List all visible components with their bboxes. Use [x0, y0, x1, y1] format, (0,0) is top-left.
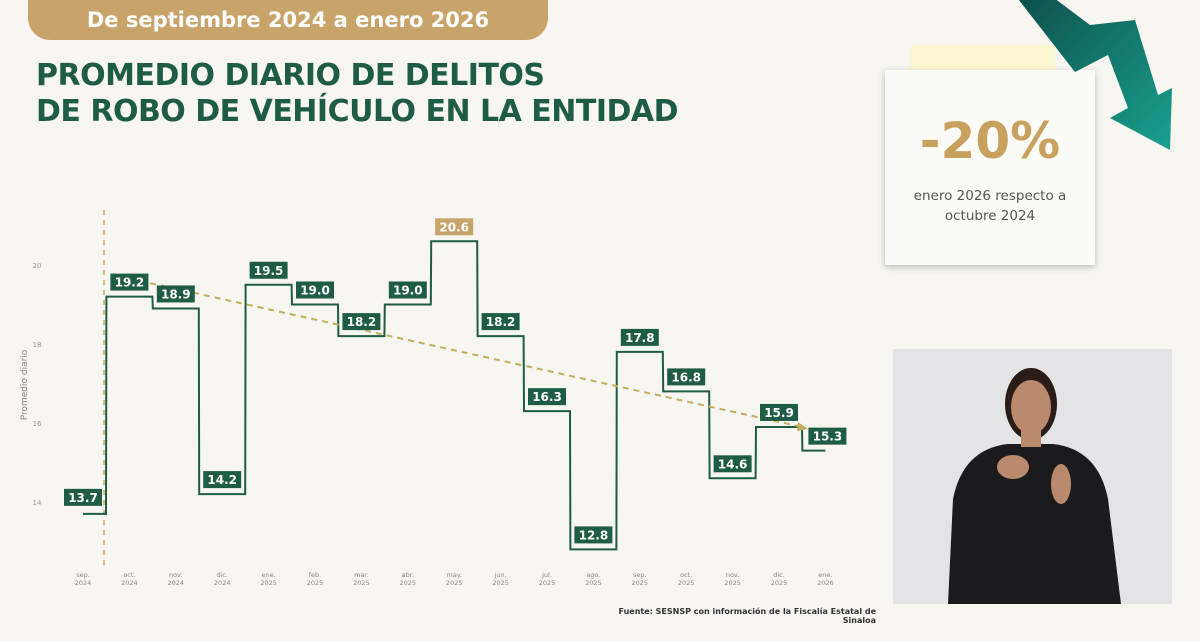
x-tick-month: nov.	[726, 571, 740, 579]
x-tick-month: may.	[447, 571, 462, 579]
x-tick-year: 2025	[678, 579, 695, 587]
x-tick-year: 2025	[632, 579, 649, 587]
callout-text-line-2: octubre 2024	[944, 208, 1036, 224]
sign-language-interpreter-video	[893, 349, 1172, 604]
x-tick-month: nov.	[169, 571, 183, 579]
x-tick-year: 2025	[724, 579, 741, 587]
data-label: 14.2	[207, 473, 237, 487]
step-series-line	[83, 240, 826, 551]
data-label: 19.2	[115, 276, 145, 290]
data-label-box	[203, 471, 242, 489]
data-label-box	[808, 427, 847, 445]
data-label-box	[64, 488, 102, 506]
x-tick-month: ene.	[262, 571, 276, 579]
x-tick-year: 2025	[260, 579, 277, 587]
x-tick-year: 2025	[492, 579, 509, 587]
y-tick-label: 20	[33, 262, 42, 270]
data-label-box	[296, 281, 334, 299]
data-label-box	[528, 388, 566, 406]
x-tick-month: ene.	[818, 571, 832, 579]
x-tick-month: dic.	[216, 571, 228, 579]
data-label: 19.0	[300, 284, 330, 298]
source-note: Fuente: SESNSP con información de la Fis…	[618, 607, 876, 625]
trend-arrowhead	[797, 421, 808, 431]
x-tick-year: 2025	[539, 579, 556, 587]
trend-line	[139, 279, 803, 428]
x-tick-year: 2025	[400, 579, 417, 587]
x-tick-year: 2025	[585, 579, 602, 587]
data-label: 18.2	[347, 315, 377, 329]
y-tick-label: 14	[33, 499, 42, 507]
data-label-box	[574, 526, 613, 544]
data-label: 20.6	[439, 220, 469, 234]
x-tick-year: 2025	[353, 579, 370, 587]
data-label: 16.3	[532, 390, 562, 404]
callout-text: enero 2026 respecto a octubre 2024	[885, 186, 1095, 226]
callout-text-line-1: enero 2026 respecto a	[913, 188, 1067, 204]
data-label-box	[388, 281, 427, 299]
data-label: 13.7	[68, 491, 98, 505]
x-tick-year: 2024	[121, 579, 138, 587]
x-tick-month: dic.	[773, 571, 785, 579]
data-label: 16.8	[671, 370, 701, 384]
data-label: 17.8	[625, 331, 655, 345]
x-tick-month: oct.	[680, 571, 692, 579]
data-label-box	[435, 218, 474, 236]
interpreter-image	[893, 349, 1172, 604]
x-tick-month: jul.	[541, 571, 552, 579]
x-tick-year: 2025	[771, 579, 788, 587]
y-tick-label: 16	[33, 420, 42, 428]
step-chart: Promedio diario1416182013.7sep.202419.2o…	[20, 210, 847, 587]
y-tick-label: 18	[33, 341, 42, 349]
data-label: 14.6	[718, 457, 748, 471]
data-label-box	[156, 285, 195, 303]
data-label: 18.2	[486, 315, 516, 329]
x-tick-month: oct.	[123, 571, 135, 579]
x-tick-year: 2024	[214, 579, 231, 587]
data-label-box	[342, 313, 381, 331]
data-label: 15.3	[813, 430, 843, 444]
data-label-box	[481, 313, 520, 331]
down-trend-arrow-icon	[1018, 0, 1172, 150]
x-tick-month: jun.	[494, 571, 507, 579]
x-tick-month: feb.	[309, 571, 321, 579]
x-tick-year: 2024	[168, 579, 185, 587]
title-line-2: DE ROBO DE VEHÍCULO EN LA ENTIDAD	[36, 94, 679, 129]
data-label-box	[760, 403, 798, 421]
data-label: 12.8	[579, 528, 609, 542]
x-tick-month: sep.	[76, 571, 90, 579]
data-label: 19.5	[254, 264, 284, 278]
title-line-1: PROMEDIO DIARIO DE DELITOS	[36, 58, 545, 93]
data-label-box	[667, 368, 706, 386]
y-axis-label: Promedio diario	[20, 349, 30, 420]
x-tick-year: 2026	[817, 579, 834, 587]
x-tick-month: sep.	[633, 571, 647, 579]
data-label-box	[110, 273, 149, 291]
period-banner: De septiembre 2024 a enero 2026	[28, 0, 548, 40]
x-tick-month: mar.	[354, 571, 368, 579]
data-label-box	[620, 328, 659, 346]
page-title: PROMEDIO DIARIO DE DELITOS DE ROBO DE VE…	[36, 58, 679, 130]
x-tick-month: abr.	[402, 571, 414, 579]
data-label: 15.9	[764, 406, 794, 420]
data-label-box	[249, 261, 288, 279]
callout-value: -20%	[919, 112, 1061, 170]
x-tick-year: 2025	[307, 579, 324, 587]
data-label: 18.9	[161, 287, 191, 301]
data-label: 19.0	[393, 284, 423, 298]
x-tick-year: 2025	[446, 579, 463, 587]
x-tick-year: 2024	[75, 579, 92, 587]
data-label-box	[713, 455, 752, 473]
callout-card	[885, 70, 1095, 265]
x-tick-month: ago.	[586, 571, 600, 579]
